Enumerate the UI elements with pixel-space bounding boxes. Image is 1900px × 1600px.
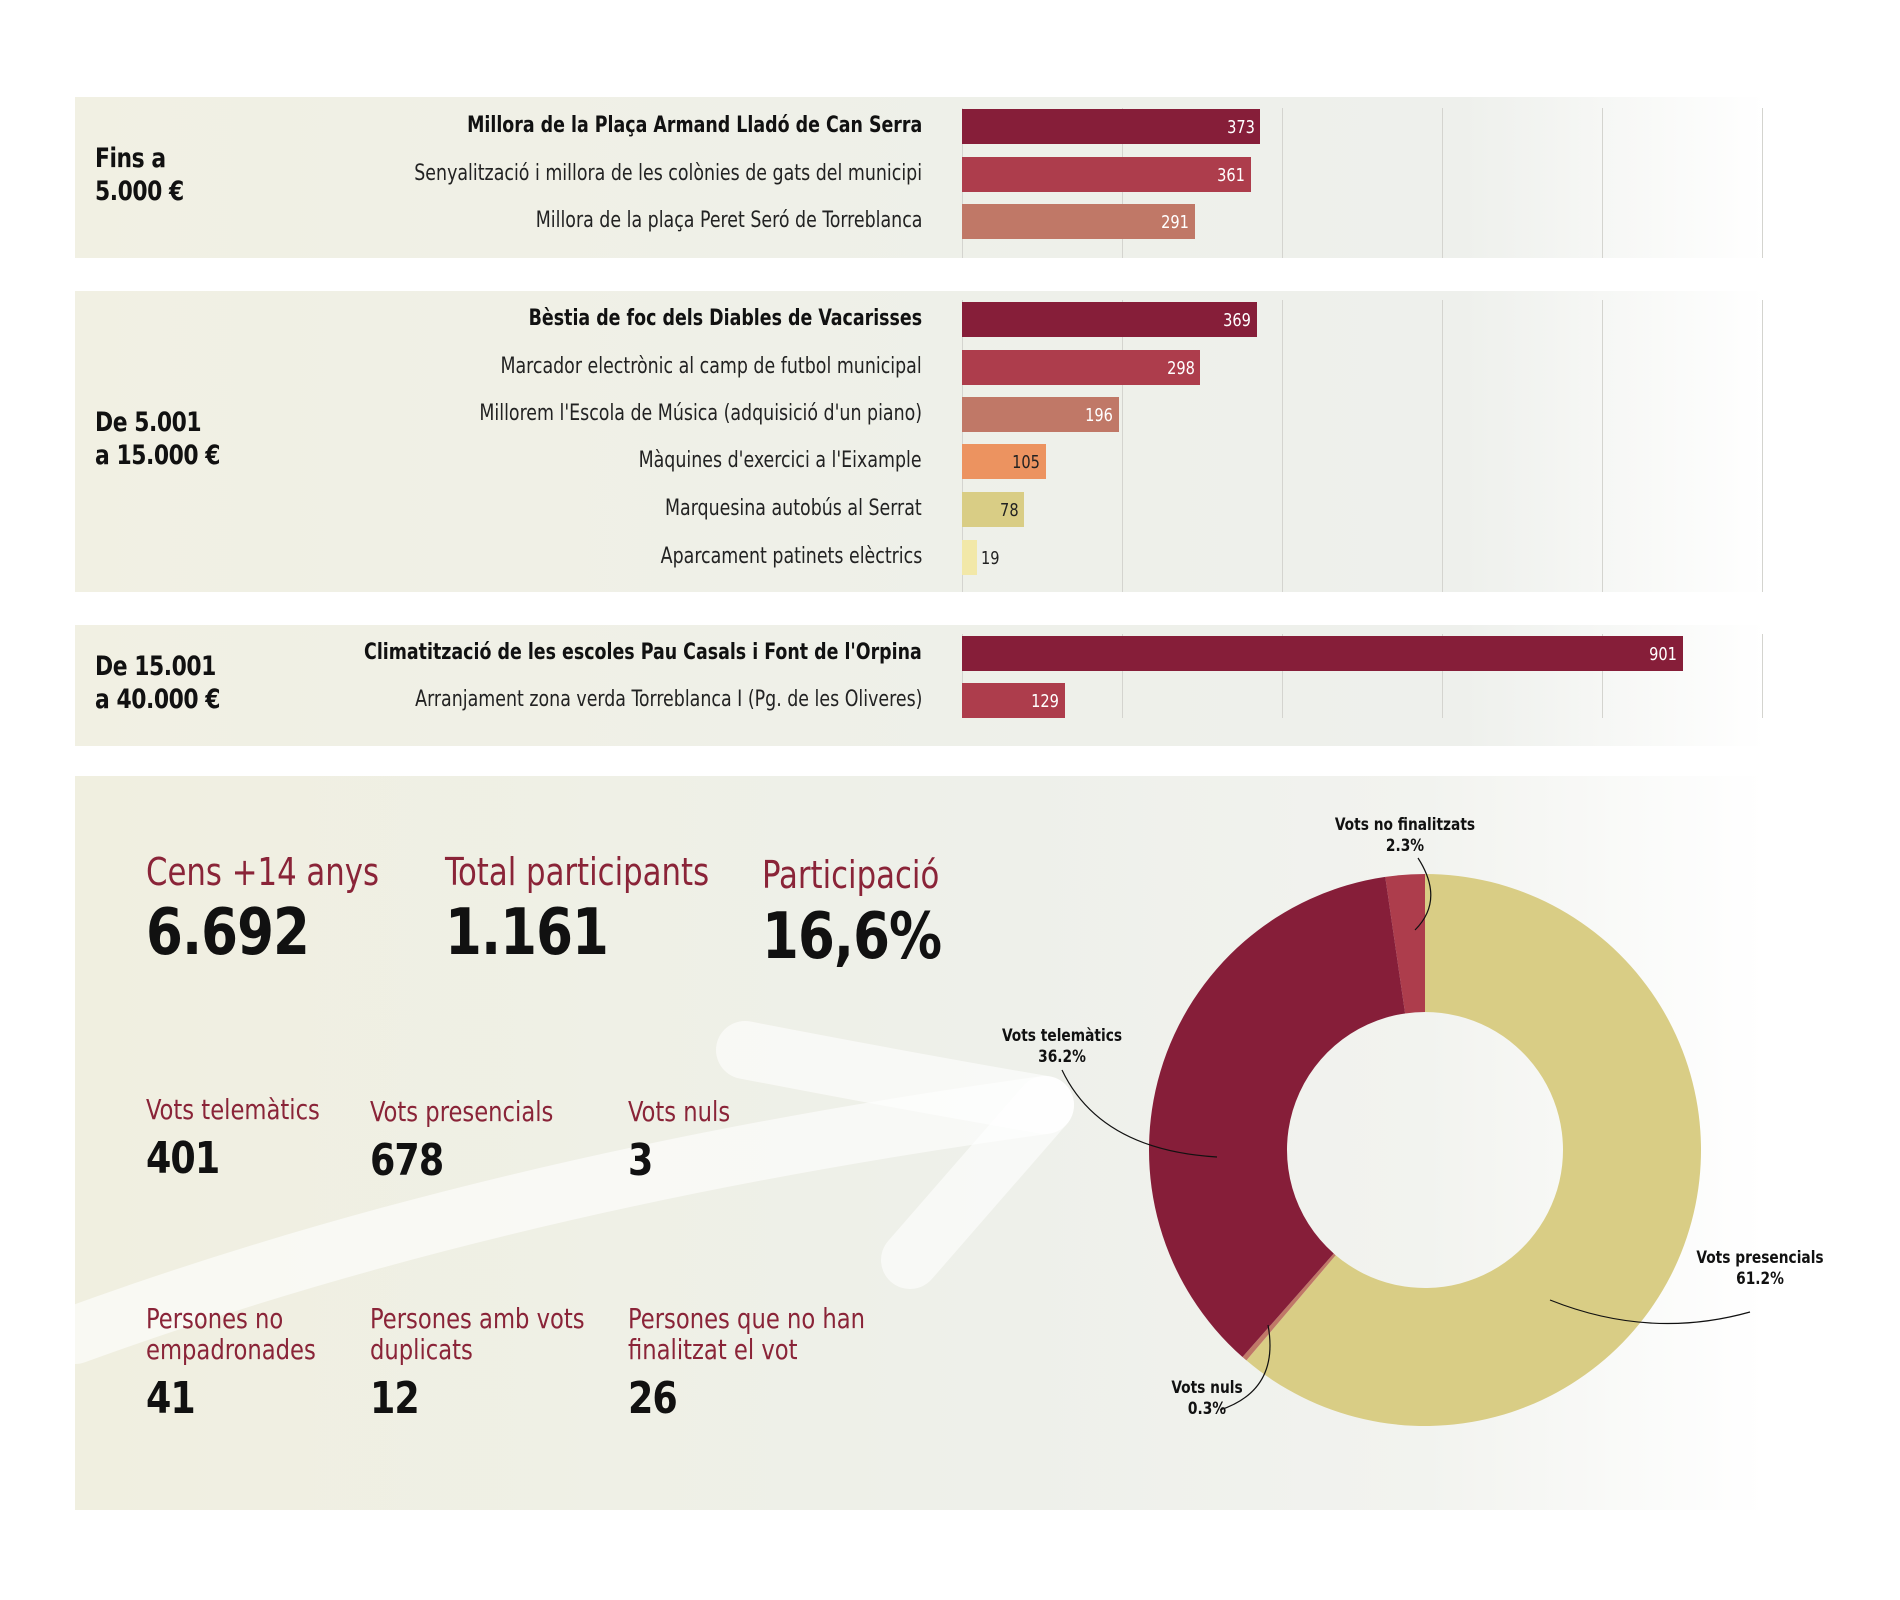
- slice-label-value: 36.2%: [1038, 1047, 1086, 1067]
- bar: [962, 204, 1195, 239]
- no-finalitzat-value: 26: [628, 1373, 678, 1424]
- cens-value: 6.692: [146, 896, 310, 970]
- bar: [962, 636, 1683, 671]
- slice-label-name: Vots nuls: [1171, 1378, 1243, 1398]
- bar: [962, 109, 1261, 144]
- category-label: Marquesina autobús al Serrat: [665, 496, 922, 521]
- duplicats-label: Persones amb vots duplicats: [370, 1302, 585, 1366]
- group-label-3: De 15.001 a 40.000 €: [95, 650, 220, 716]
- gridline: [1762, 108, 1763, 258]
- bar: [962, 397, 1119, 432]
- bar: [962, 302, 1258, 337]
- bar-value-label: 129: [1031, 691, 1060, 712]
- duplicats-value: 12: [370, 1373, 420, 1424]
- category-label: Millorem l'Escola de Música (adquisició …: [479, 401, 922, 426]
- gridline: [1282, 300, 1283, 592]
- bar-value-label: 19: [981, 548, 1000, 569]
- group-label-3-text: De 15.001 a 40.000 €: [95, 651, 221, 715]
- donut-slice: [1385, 874, 1425, 1014]
- slice-label-name: Vots no finalitzats: [1334, 815, 1476, 835]
- telematics-label: Vots telemàtics: [146, 1093, 320, 1126]
- category-label: Millora de la plaça Peret Seró de Torreb…: [535, 208, 922, 233]
- nuls-value: 3: [628, 1135, 653, 1186]
- leader-line: [1219, 1324, 1271, 1411]
- bar: [962, 157, 1251, 192]
- bar-value-label: 298: [1166, 358, 1195, 379]
- slice-label-value: 2.3%: [1385, 836, 1425, 856]
- bar: [962, 350, 1201, 385]
- gridline: [962, 634, 963, 718]
- gridline: [1442, 300, 1443, 592]
- nuls-label: Vots nuls: [628, 1095, 731, 1128]
- no-finalitzat-label: Persones que no han finalitzat el vot: [628, 1302, 866, 1366]
- slice-label: Vots telemàtics 36.2%: [972, 1026, 1152, 1068]
- gridline: [1762, 634, 1763, 718]
- slice-label-name: Vots presencials: [1696, 1248, 1824, 1268]
- category-label: Arranjament zona verda Torreblanca I (Pg…: [414, 687, 922, 712]
- participants-label: Total participants: [445, 850, 710, 894]
- gridline: [1602, 300, 1603, 592]
- bar-value-label: 291: [1160, 212, 1189, 233]
- bar-value-label: 196: [1084, 405, 1113, 426]
- category-label: Marcador electrònic al camp de futbol mu…: [500, 354, 922, 379]
- gridline: [1442, 634, 1443, 718]
- presencials-value: 678: [370, 1135, 444, 1186]
- gridline: [1282, 108, 1283, 258]
- category-label: Senyalització i millora de les colònies …: [414, 161, 922, 186]
- presencials-label: Vots presencials: [370, 1095, 554, 1128]
- category-label: Màquines d'exercici a l'Eixample: [639, 448, 922, 473]
- slice-label: Vots nuls 0.3%: [1117, 1378, 1297, 1420]
- group-label-1-line-1: Fins a 5.000 €: [95, 143, 184, 207]
- category-label: Aparcament patinets elèctrics: [660, 544, 922, 569]
- category-label: Millora de la Plaça Armand Lladó de Can …: [466, 113, 922, 138]
- bar: [962, 540, 978, 575]
- donut-slice: [1246, 873, 1702, 1426]
- slice-label: Vots presencials 61.2%: [1670, 1248, 1850, 1290]
- bar-value-label: 105: [1012, 452, 1040, 473]
- gridline: [1122, 634, 1123, 718]
- category-label: Bèstia de foc dels Diables de Vacarisses: [528, 306, 922, 331]
- slice-label-value: 0.3%: [1187, 1399, 1227, 1419]
- bar: [962, 683, 1066, 718]
- bar-value-label: 369: [1223, 310, 1252, 331]
- category-label: Climatització de les escoles Pau Casals …: [364, 640, 922, 665]
- bar-value-label: 373: [1226, 117, 1255, 138]
- gridline: [1602, 108, 1603, 258]
- participacio-label: Participació: [762, 853, 940, 897]
- slice-label-name: Vots telemàtics: [1001, 1026, 1123, 1046]
- slice-label: Vots no finalitzats 2.3%: [1315, 815, 1495, 857]
- group-label-2: De 5.001 a 15.000 €: [95, 406, 220, 472]
- leader-line: [1061, 1069, 1218, 1158]
- group-panel-2: [75, 291, 1765, 592]
- bar: [962, 492, 1025, 527]
- gridline: [1282, 634, 1283, 718]
- gridline: [1602, 634, 1603, 718]
- gridline: [1122, 300, 1123, 592]
- participants-value: 1.161: [445, 896, 609, 970]
- no-empadronades-value: 41: [146, 1373, 196, 1424]
- group-panel-1: [75, 97, 1765, 258]
- gridline: [1762, 300, 1763, 592]
- bar: [962, 444, 1046, 479]
- cens-label: Cens +14 anys: [146, 850, 380, 894]
- bar-value-label: 361: [1216, 165, 1245, 186]
- participacio-value: 16,6%: [762, 900, 942, 974]
- group-label-2-text: De 5.001 a 15.000 €: [95, 407, 221, 471]
- donut-slice: [1242, 1253, 1336, 1361]
- leader-line: [1549, 1299, 1751, 1325]
- bar-value-label: 78: [999, 500, 1019, 521]
- bar-value-label: 901: [1648, 644, 1677, 665]
- no-empadronades-label: Persones no empadronades: [146, 1302, 316, 1366]
- gridline: [1442, 108, 1443, 258]
- slice-label-value: 61.2%: [1736, 1269, 1784, 1289]
- group-label-1: Fins a 5.000 €: [95, 142, 184, 208]
- donut-slice: [1149, 876, 1406, 1358]
- telematics-value: 401: [146, 1133, 220, 1184]
- leader-line: [1414, 857, 1432, 931]
